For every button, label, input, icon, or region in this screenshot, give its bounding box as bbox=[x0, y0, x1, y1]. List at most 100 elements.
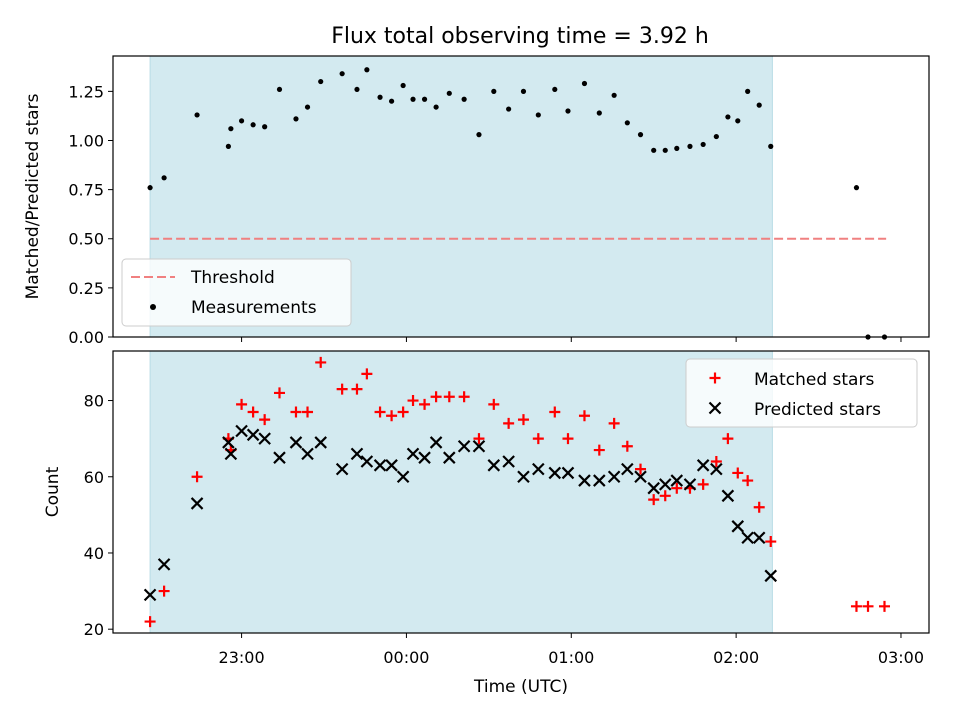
matched-stars-points bbox=[144, 356, 890, 628]
predicted-star-point bbox=[143, 588, 157, 602]
matched-star-point bbox=[671, 482, 683, 494]
measurement-point bbox=[318, 78, 324, 85]
predicted-star-point bbox=[258, 432, 271, 445]
predicted-star-point bbox=[752, 531, 766, 545]
measurement-point bbox=[250, 122, 256, 128]
matched-star-point bbox=[635, 463, 647, 475]
matched-star-point bbox=[697, 478, 709, 490]
measurement-point bbox=[735, 118, 741, 124]
ratio-y-axis-ticks: 0.00 0.25 0.50 0.75 1.00 1.25 bbox=[68, 82, 113, 347]
x-axis-label: Time (UTC) bbox=[473, 677, 568, 697]
predicted-star-point bbox=[721, 489, 735, 503]
matched-star-point bbox=[336, 383, 348, 395]
measurement-point bbox=[446, 90, 452, 96]
ratio-y-tick-label: 1.00 bbox=[68, 131, 104, 150]
count-x-tick-label: 02:00 bbox=[713, 648, 759, 667]
predicted-star-point bbox=[764, 569, 778, 583]
ratio-y-axis-label: Matched/Predicted stars bbox=[23, 93, 43, 299]
predicted-star-point bbox=[190, 497, 204, 510]
predicted-star-point bbox=[301, 447, 314, 461]
predicted-star-point bbox=[360, 455, 374, 468]
measurement-point bbox=[276, 86, 283, 93]
ratio-panel: 0.00 0.25 0.50 0.75 1.00 1.25 Matched/Predict… bbox=[23, 55, 930, 347]
predicted-star-point bbox=[710, 462, 723, 476]
measurement-point bbox=[713, 133, 719, 140]
matched-star-point bbox=[608, 417, 620, 429]
matched-star-point bbox=[397, 406, 409, 418]
ratio-axes-frame bbox=[112, 55, 930, 338]
ratio-y-tick-label: 0.75 bbox=[68, 181, 104, 200]
count-x-tick-label: 23:00 bbox=[219, 648, 265, 667]
measurement-point bbox=[520, 88, 527, 94]
matched-star-point bbox=[374, 406, 386, 418]
legend-matched-marker bbox=[709, 372, 721, 384]
measurement-point bbox=[565, 108, 571, 114]
matched-star-point bbox=[549, 406, 561, 418]
measurement-point bbox=[304, 104, 311, 110]
predicted-star-point bbox=[607, 470, 621, 484]
ratio-y-tick-label: 1.25 bbox=[68, 82, 104, 101]
measurement-point bbox=[535, 112, 541, 118]
ratio-y-tick-label: 0.25 bbox=[68, 279, 104, 298]
measurement-point bbox=[756, 102, 762, 108]
measurement-point bbox=[491, 88, 497, 94]
predicted-star-point bbox=[235, 424, 248, 438]
predicted-star-point bbox=[224, 447, 238, 461]
predicted-star-point bbox=[472, 439, 486, 453]
count-y-tick-label: 40 bbox=[84, 544, 104, 563]
count-y-tick-label: 20 bbox=[84, 620, 104, 639]
measurement-point bbox=[364, 67, 370, 73]
count-panel: 20 40 60 80 23:00 00:00 01:00 02:00 03:00 Count… bbox=[43, 350, 930, 697]
predicted-star-point bbox=[517, 470, 530, 484]
predicted-star-point bbox=[314, 436, 327, 449]
measurement-point bbox=[161, 175, 167, 181]
measurement-point bbox=[674, 145, 680, 151]
matched-star-point bbox=[850, 600, 862, 612]
count-x-tick-label: 00:00 bbox=[383, 648, 429, 667]
legend-matched-swatch bbox=[709, 372, 721, 384]
count-y-axis-label: Count bbox=[43, 466, 63, 517]
ratio-legend: Threshold Measurements bbox=[121, 258, 352, 327]
measurement-point bbox=[400, 82, 406, 89]
predicted-star-point bbox=[335, 462, 349, 476]
count-y-axis-ticks: 20 40 60 80 bbox=[84, 392, 113, 639]
matched-star-point bbox=[578, 410, 590, 422]
matched-star-point bbox=[443, 391, 455, 403]
matched-star-point bbox=[753, 501, 765, 513]
matched-star-point bbox=[386, 410, 398, 422]
predicted-star-point bbox=[157, 558, 171, 571]
matched-star-point bbox=[407, 395, 419, 407]
matched-star-point bbox=[458, 391, 470, 403]
predicted-star-point bbox=[443, 451, 456, 464]
measurement-point bbox=[410, 96, 416, 102]
measurement-point bbox=[853, 185, 860, 191]
measurement-point bbox=[768, 143, 774, 149]
matched-star-point bbox=[593, 444, 605, 456]
predicted-star-point bbox=[396, 470, 410, 484]
matched-star-point bbox=[765, 536, 777, 548]
predicted-star-point bbox=[418, 451, 431, 464]
ratio-y-tick-label: 0.00 bbox=[68, 328, 104, 347]
measurement-point bbox=[147, 185, 153, 191]
measurement-point bbox=[293, 116, 299, 122]
count-x-axis-ticks: 23:00 00:00 01:00 02:00 03:00 bbox=[219, 633, 924, 667]
matched-star-point bbox=[290, 406, 302, 418]
legend-predicted-swatch bbox=[708, 401, 722, 415]
count-x-tick-label: 01:00 bbox=[548, 648, 594, 667]
predicted-star-point bbox=[634, 470, 647, 484]
measurement-point bbox=[745, 88, 751, 94]
predicted-star-point bbox=[222, 436, 235, 449]
predicted-star-point bbox=[548, 466, 562, 480]
measurement-point bbox=[262, 124, 268, 130]
measurement-point bbox=[377, 94, 383, 100]
predicted-star-point bbox=[658, 478, 672, 491]
predicted-star-point bbox=[683, 478, 697, 491]
measurement-point bbox=[637, 132, 644, 138]
measurement-point bbox=[624, 120, 630, 126]
matched-star-point bbox=[648, 494, 660, 506]
predicted-star-point bbox=[621, 462, 634, 476]
matched-star-point bbox=[732, 467, 744, 479]
predicted-star-point bbox=[731, 520, 745, 533]
measurement-point bbox=[388, 98, 395, 104]
measurement-points bbox=[147, 67, 888, 340]
